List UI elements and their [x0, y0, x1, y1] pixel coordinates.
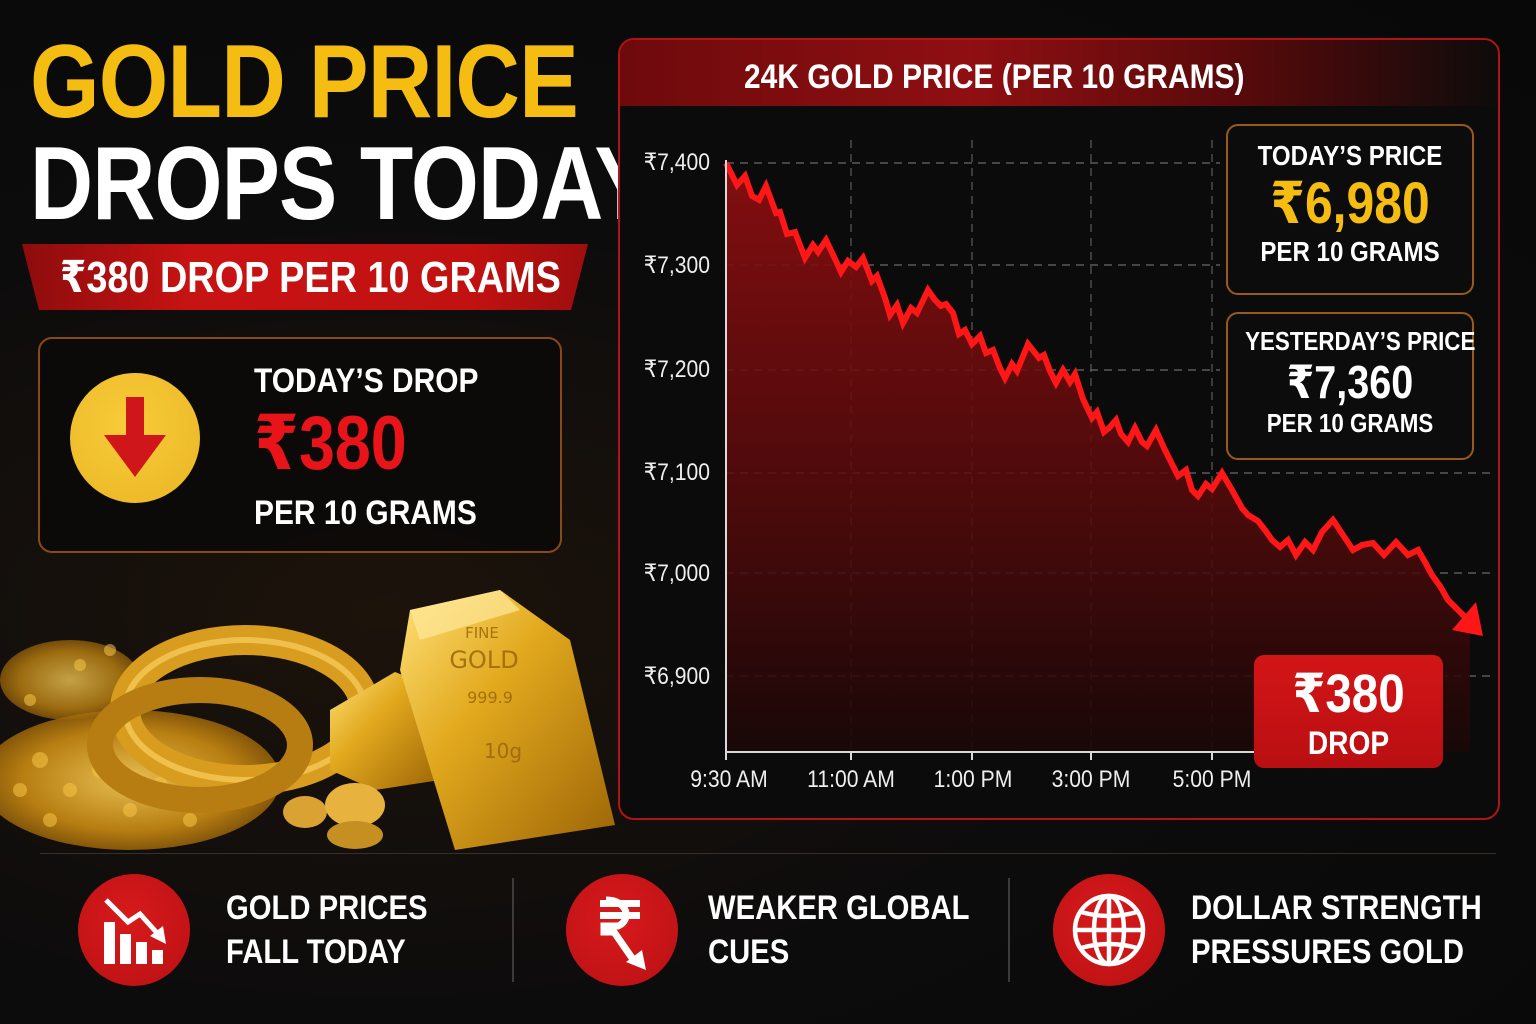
gold-jewelry-image: FINE GOLD 999.9 10g: [0, 590, 615, 850]
x-tick-300pm: 3:00 PM: [1051, 766, 1131, 793]
todays-price-value: ₹6,980: [1270, 171, 1430, 236]
yesterdays-price-value: ₹7,360: [1286, 356, 1414, 408]
todays-price-card: TODAY’S PRICE ₹6,980 PER 10 GRAMS: [1226, 124, 1474, 295]
x-tick-930am: 9:30 AM: [690, 766, 768, 793]
drop-badge: ₹380 DROP: [1254, 655, 1443, 768]
drop-badge-label: DROP: [1307, 725, 1390, 761]
y-tick-7400: ₹7,400: [643, 149, 710, 176]
y-tick-6900: ₹6,900: [643, 663, 710, 690]
yesterdays-price-card: YESTERDAY’S PRICE ₹7,360 PER 10 GRAMS: [1226, 312, 1476, 460]
todays-price-label: TODAY’S PRICE: [1257, 140, 1443, 171]
headline-gold-price: GOLD PRICE: [30, 24, 579, 140]
footer-item-3-line2: PRESSURES GOLD: [1191, 933, 1464, 971]
todays-price-unit: PER 10 GRAMS: [1260, 235, 1440, 267]
footer-item-1-line2: FALL TODAY: [226, 933, 406, 971]
y-tick-7200: ₹7,200: [643, 356, 710, 383]
y-tick-7300: ₹7,300: [643, 252, 710, 279]
gold-bar-text-fine: FINE: [465, 624, 499, 642]
arrow-down-icon: [70, 373, 200, 503]
falling-bar-chart-icon: [78, 874, 190, 986]
svg-text:GOLD: GOLD: [449, 646, 518, 674]
footer-item-2-line1: WEAKER GLOBAL: [708, 889, 970, 927]
x-tick-500pm: 5:00 PM: [1172, 766, 1252, 793]
x-tick-100pm: 1:00 PM: [933, 766, 1013, 793]
footer-item-3-line1: DOLLAR STRENGTH: [1191, 889, 1482, 927]
yesterdays-price-label: YESTERDAY’S PRICE: [1245, 326, 1476, 356]
chart-header-banner: [620, 40, 1498, 106]
todays-drop-unit: PER 10 GRAMS: [254, 494, 477, 532]
headline-drops-today: DROPS TODAY: [30, 126, 653, 242]
footer-item-1-line1: GOLD PRICES: [226, 889, 428, 927]
footer-divider: [40, 853, 1496, 854]
y-tick-7100: ₹7,100: [643, 459, 710, 486]
footer-separator: [1008, 878, 1010, 982]
drop-ribbon: [22, 244, 588, 310]
svg-text:10g: 10g: [484, 739, 522, 763]
globe-icon: [1053, 874, 1165, 986]
drop-badge-value: ₹380: [1292, 664, 1405, 724]
svg-text:999.9: 999.9: [467, 688, 513, 707]
x-tick-1100am: 11:00 AM: [807, 766, 895, 793]
drop-ribbon-text: ₹380 DROP PER 10 GRAMS: [60, 253, 561, 302]
todays-drop-value: ₹380: [254, 401, 407, 486]
chart-title: 24K GOLD PRICE (PER 10 GRAMS): [744, 58, 1245, 96]
rupee-down-icon: [566, 874, 678, 986]
yesterdays-price-unit: PER 10 GRAMS: [1266, 407, 1434, 438]
footer-separator: [512, 878, 514, 982]
footer-item-2-line2: CUES: [708, 933, 790, 971]
y-tick-7000: ₹7,000: [643, 560, 710, 587]
todays-drop-label: TODAY’S DROP: [254, 362, 479, 400]
